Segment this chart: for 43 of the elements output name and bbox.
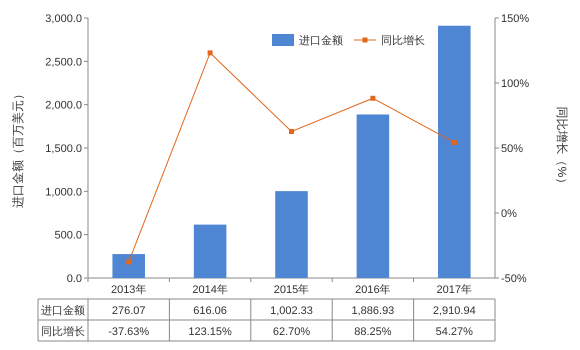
data-label: 1,886.93	[351, 305, 394, 317]
y2-tick-label: 50%	[501, 143, 524, 155]
data-label: 62.70%	[272, 326, 310, 338]
text: 同比增长	[41, 326, 85, 338]
legend-label: 同比增长	[381, 34, 425, 47]
x-tick-label: 2016年	[355, 284, 391, 296]
y-tick-label: 3,000.0	[45, 13, 82, 25]
legend-label: 进口金额	[299, 34, 343, 47]
x-tick-label: 2015年	[274, 284, 310, 296]
y2-axis-title: 同比增长（%）	[555, 106, 569, 190]
bar	[356, 114, 390, 278]
y-tick-label: 2,000.0	[45, 100, 82, 112]
bar	[438, 26, 471, 278]
data-label: 123.15%	[188, 326, 232, 338]
point	[370, 96, 376, 101]
data-label: 88.25%	[354, 326, 392, 338]
y-tick-label: 0.0	[66, 273, 82, 285]
point	[208, 50, 213, 56]
y2-tick-label: 100%	[501, 78, 530, 90]
y-tick-label: 1,000.0	[45, 186, 82, 198]
x-tick-label: 2017年	[436, 284, 472, 296]
data-label: 276.07	[112, 305, 146, 317]
data-label: 2,910.94	[432, 305, 476, 317]
y-tick-label: 2,500.0	[45, 56, 82, 68]
point	[126, 259, 132, 264]
y-tick-label: 500.0	[54, 230, 82, 242]
x-tick-label: 2013年	[110, 284, 146, 296]
bar	[112, 254, 145, 278]
y2-tick-label: 0%	[501, 208, 518, 220]
text: 进口金额	[41, 305, 85, 317]
y2-tick-label: 150%	[501, 13, 530, 25]
bar	[194, 224, 226, 278]
point	[289, 128, 294, 134]
y-tick-label: 1,500.0	[45, 143, 82, 155]
data-label: 616.06	[193, 305, 227, 317]
y-axis-title: 进口金额（百万美元）	[11, 88, 25, 208]
data-label: 1,002.33	[270, 305, 313, 317]
bar	[275, 191, 308, 278]
x-tick-label: 2014年	[192, 284, 228, 296]
data-label: 54.27%	[436, 326, 474, 338]
point	[452, 140, 457, 145]
data-label: -37.63%	[108, 326, 150, 338]
y2-tick-label: -50%	[501, 273, 527, 285]
